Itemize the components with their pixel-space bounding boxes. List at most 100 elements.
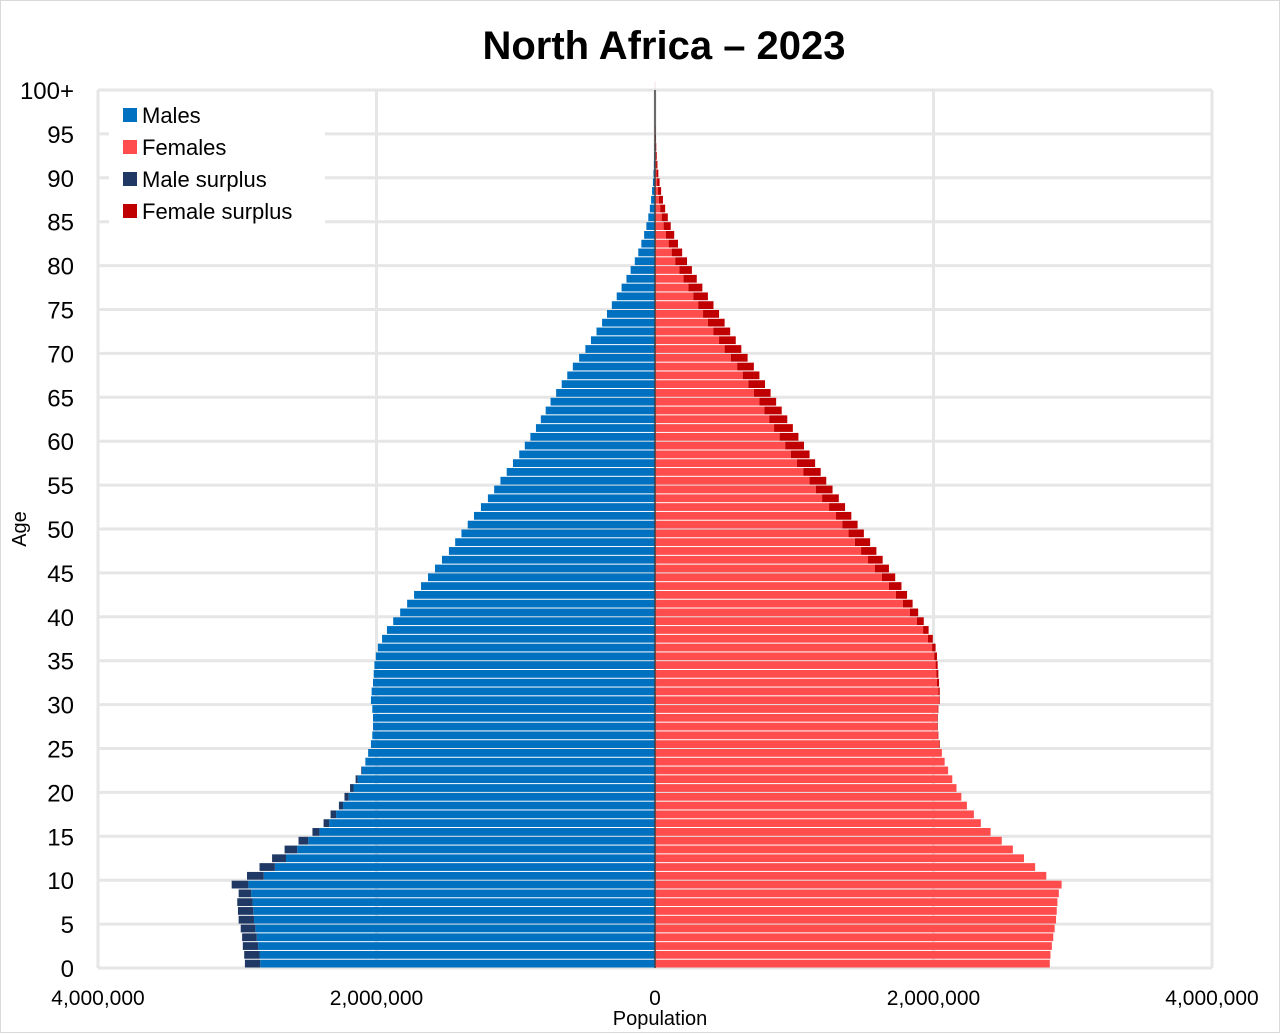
male-bar xyxy=(308,837,655,845)
male-surplus-bar xyxy=(299,837,309,845)
male-bar xyxy=(336,810,655,818)
female-bar xyxy=(655,450,791,458)
male-bar xyxy=(622,284,655,292)
male-bar xyxy=(257,933,655,941)
female-bar xyxy=(655,547,861,555)
male-bar xyxy=(376,652,655,660)
male-bar xyxy=(541,415,655,423)
female-bar xyxy=(655,767,948,775)
male-bar xyxy=(573,363,655,371)
female-surplus-bar xyxy=(938,688,939,696)
female-bar xyxy=(655,240,669,248)
female-bar xyxy=(655,740,939,748)
male-bar xyxy=(607,310,655,318)
male-surplus-bar xyxy=(241,925,256,933)
female-surplus-bar xyxy=(829,503,845,511)
female-bar xyxy=(655,222,664,230)
male-bar xyxy=(260,951,655,959)
legend-swatch xyxy=(123,108,137,122)
female-bar xyxy=(655,784,956,792)
male-surplus-bar xyxy=(339,802,343,810)
female-bar xyxy=(655,389,754,397)
female-bar xyxy=(655,424,774,432)
female-bar xyxy=(655,380,748,388)
male-surplus-bar xyxy=(232,881,249,889)
legend-label: Males xyxy=(142,103,201,128)
female-bar xyxy=(655,617,917,625)
male-surplus-bar xyxy=(272,854,286,862)
male-bar xyxy=(382,635,655,643)
legend-swatch xyxy=(123,140,137,154)
female-surplus-bar xyxy=(910,609,918,617)
male-bar xyxy=(264,872,655,880)
male-bar xyxy=(253,898,655,906)
female-surplus-bar xyxy=(754,389,771,397)
female-surplus-bar xyxy=(748,380,765,388)
female-bar xyxy=(655,644,932,652)
female-surplus-bar xyxy=(669,240,678,248)
female-surplus-bar xyxy=(903,600,913,608)
male-bar xyxy=(481,503,655,511)
x-tick-label: 2,000,000 xyxy=(887,987,980,1010)
female-bar xyxy=(655,942,1052,950)
female-bar xyxy=(655,661,936,669)
female-bar xyxy=(655,345,725,353)
male-bar xyxy=(500,477,655,485)
female-bar xyxy=(655,925,1055,933)
y-tick-label: 10 xyxy=(47,868,74,895)
male-bar xyxy=(455,538,655,546)
female-bar xyxy=(655,494,822,502)
female-bar xyxy=(655,881,1062,889)
female-surplus-bar xyxy=(932,644,935,652)
female-bar xyxy=(655,371,743,379)
legend-label: Female surplus xyxy=(142,199,292,224)
female-surplus-bar xyxy=(664,222,671,230)
female-bar xyxy=(655,863,1035,871)
female-surplus-bar xyxy=(816,486,833,494)
male-bar xyxy=(258,942,655,950)
female-surplus-bar xyxy=(836,512,851,520)
female-surplus-bar xyxy=(657,178,660,186)
male-bar xyxy=(362,767,655,775)
male-bar xyxy=(297,846,655,854)
female-surplus-bar xyxy=(672,249,682,257)
female-surplus-bar xyxy=(731,354,748,362)
female-bar xyxy=(655,705,938,713)
male-bar xyxy=(372,705,655,713)
female-bar xyxy=(655,486,816,494)
male-surplus-bar xyxy=(331,810,337,818)
male-surplus-bar xyxy=(244,951,259,959)
male-surplus-bar xyxy=(243,942,258,950)
female-bar xyxy=(655,319,708,327)
male-bar xyxy=(343,802,655,810)
y-tick-label: 60 xyxy=(47,429,74,456)
male-bar xyxy=(248,881,655,889)
female-bar xyxy=(655,600,903,608)
female-surplus-bar xyxy=(660,205,665,213)
male-bar xyxy=(354,784,655,792)
female-bar xyxy=(655,257,675,265)
female-surplus-bar xyxy=(703,310,719,318)
female-surplus-bar xyxy=(936,661,938,669)
female-bar xyxy=(655,573,882,581)
female-bar xyxy=(655,530,849,538)
female-bar xyxy=(655,284,688,292)
female-surplus-bar xyxy=(939,740,940,748)
male-bar xyxy=(648,213,655,221)
female-bar xyxy=(655,538,855,546)
y-tick-label: 25 xyxy=(47,737,74,764)
male-surplus-bar xyxy=(247,872,264,880)
male-bar xyxy=(407,600,655,608)
x-axis-label: Population xyxy=(613,1008,708,1030)
male-bar xyxy=(349,793,655,801)
female-bar xyxy=(655,275,684,283)
female-bar xyxy=(655,354,731,362)
female-surplus-bar xyxy=(861,547,876,555)
y-tick-label: 55 xyxy=(47,473,74,500)
female-bar xyxy=(655,933,1053,941)
male-bar xyxy=(579,354,655,362)
male-bar xyxy=(644,231,655,239)
female-bar xyxy=(655,477,810,485)
female-surplus-bar xyxy=(822,494,839,502)
y-tick-label: 40 xyxy=(47,605,74,632)
